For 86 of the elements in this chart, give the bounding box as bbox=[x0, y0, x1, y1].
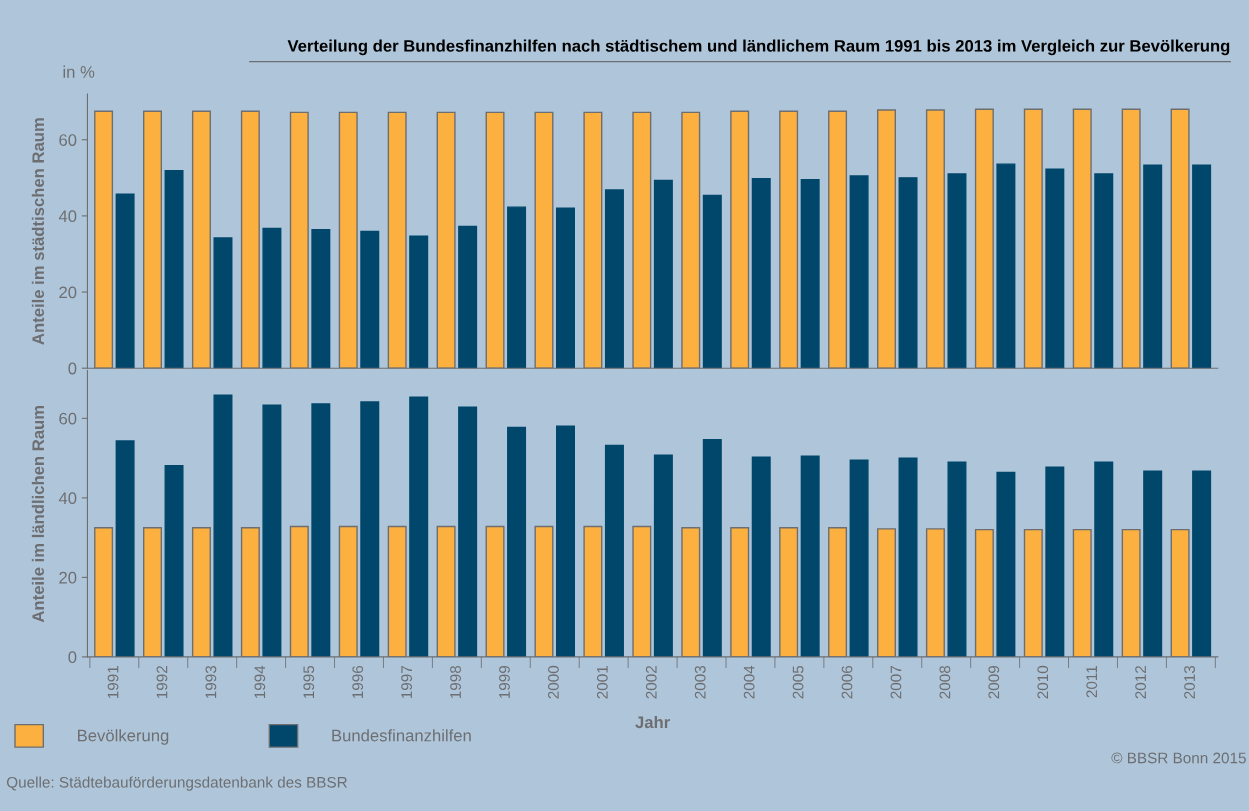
bar bbox=[507, 426, 527, 657]
bar bbox=[1045, 168, 1065, 369]
bar bbox=[1192, 164, 1212, 369]
bar bbox=[702, 439, 722, 657]
bar bbox=[947, 173, 967, 369]
y-axis-title: Anteile im städtischen Raum bbox=[31, 118, 45, 345]
bar bbox=[800, 179, 820, 369]
y-tick-label: 60 bbox=[59, 134, 77, 146]
x-tick-label: 2000 bbox=[548, 665, 559, 699]
bar bbox=[262, 227, 282, 369]
x-tick-label: 1993 bbox=[205, 665, 217, 699]
bar bbox=[898, 177, 918, 369]
bar bbox=[360, 401, 380, 657]
bar bbox=[604, 189, 624, 369]
bar bbox=[751, 456, 771, 657]
bar bbox=[213, 237, 233, 369]
bar bbox=[360, 230, 380, 369]
bar bbox=[604, 444, 624, 657]
legend-label: Bundesfinanzhilfen bbox=[332, 729, 471, 742]
x-tick-label: 2007 bbox=[890, 666, 902, 699]
x-axis-title: Jahr bbox=[635, 715, 670, 729]
bar bbox=[1192, 470, 1212, 657]
bar bbox=[751, 177, 771, 369]
bar bbox=[996, 471, 1016, 657]
text: in % bbox=[63, 65, 95, 78]
bar bbox=[1094, 173, 1114, 369]
y-tick-label: 0 bbox=[68, 651, 77, 664]
x-tick-label: 2002 bbox=[645, 666, 657, 699]
x-tick-label: 1995 bbox=[303, 665, 315, 699]
bar bbox=[115, 193, 135, 369]
chart-title: Verteilung der Bundesfinanzhilfen nach städtischem und ländlichem Raum 1991 bis 2013 im Vergleich zur Bevölkerung bbox=[287, 39, 1230, 56]
x-tick-label: 1999 bbox=[499, 665, 510, 699]
x-tick-label: 2010 bbox=[1037, 665, 1049, 699]
bar bbox=[164, 464, 184, 657]
x-tick-label: 1991 bbox=[107, 665, 119, 699]
bar bbox=[702, 194, 722, 369]
x-tick-label: 2011 bbox=[1086, 665, 1098, 698]
source-note: Quelle: Städtebauförderungsdatenbank des BBSR bbox=[6, 776, 347, 791]
y-tick-label: 20 bbox=[59, 286, 77, 299]
bar bbox=[555, 425, 576, 657]
bar bbox=[555, 207, 576, 369]
bar bbox=[115, 440, 135, 657]
bar bbox=[653, 179, 673, 369]
bar bbox=[458, 406, 478, 657]
bar bbox=[1094, 461, 1114, 657]
x-tick-label: 2013 bbox=[1184, 665, 1195, 699]
x-tick-label: 1998 bbox=[450, 665, 461, 699]
bar bbox=[311, 228, 331, 369]
bar bbox=[1045, 466, 1065, 657]
bar bbox=[653, 454, 673, 657]
bar bbox=[458, 225, 478, 369]
y-tick-label: 20 bbox=[59, 571, 77, 584]
y-tick-label: 0 bbox=[68, 362, 77, 375]
bar bbox=[849, 175, 869, 369]
x-tick-label: 2012 bbox=[1135, 666, 1147, 699]
x-tick-label: 2005 bbox=[792, 665, 804, 699]
y-tick-label: 60 bbox=[59, 412, 77, 425]
x-tick-label: 2001 bbox=[596, 665, 608, 699]
x-tick-label: 1992 bbox=[156, 666, 168, 699]
bar bbox=[262, 404, 282, 657]
bar bbox=[213, 394, 233, 657]
x-tick-label: 2003 bbox=[694, 665, 706, 699]
bar bbox=[507, 206, 527, 369]
x-tick-label: 2004 bbox=[743, 665, 755, 699]
y-tick-label: 40 bbox=[58, 210, 77, 223]
bar bbox=[409, 396, 429, 657]
bar bbox=[409, 235, 429, 369]
bar bbox=[1143, 470, 1163, 657]
x-tick-label: 1997 bbox=[401, 666, 413, 699]
x-tick-label: 2009 bbox=[988, 665, 1000, 699]
x-tick-label: 2006 bbox=[841, 665, 853, 699]
x-tick-label: 2008 bbox=[939, 665, 951, 699]
x-tick-label: 1996 bbox=[352, 665, 364, 699]
bar bbox=[898, 457, 918, 657]
bar bbox=[164, 169, 184, 369]
bar bbox=[996, 163, 1016, 369]
x-tick-label: 1994 bbox=[254, 665, 266, 699]
text: © BBSR Bonn 2015 bbox=[1111, 752, 1246, 764]
bar bbox=[849, 459, 869, 657]
bar bbox=[947, 461, 967, 657]
bar bbox=[311, 403, 331, 657]
legend-label: Bevölkerung bbox=[78, 729, 169, 745]
y-tick-label: 40 bbox=[58, 492, 77, 505]
bar bbox=[1143, 164, 1163, 369]
y-axis-title: Anteile im ländlichen Raum bbox=[31, 405, 45, 623]
bar bbox=[800, 455, 820, 657]
